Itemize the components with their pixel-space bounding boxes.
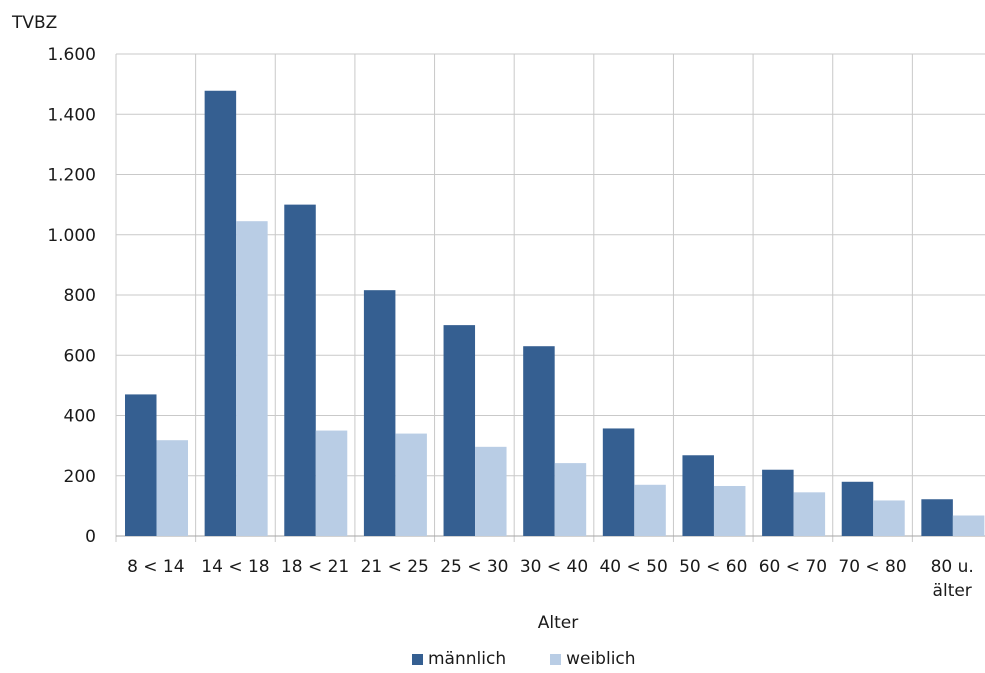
x-axis-ticks: 8 < 14 14 < 18 18 < 21 21 < 25 25 < 30 30 < 4… [127, 557, 974, 601]
bar-weiblich [554, 463, 587, 536]
bar-weiblich [713, 485, 746, 536]
y-tick-label: 400 [64, 407, 96, 427]
bar-maennlich [125, 394, 157, 536]
bar-weiblich [315, 430, 348, 536]
y-tick-label: 200 [64, 467, 96, 487]
bar-maennlich [921, 499, 953, 536]
x-axis-title: Alter [538, 613, 578, 633]
y-tick-label: 1.000 [47, 226, 96, 246]
bar-maennlich [443, 325, 476, 536]
y-tick-label: 600 [64, 346, 96, 366]
bar-maennlich [762, 469, 794, 536]
bar-weiblich [634, 484, 666, 536]
x-tick-label: 18 < 21 [281, 557, 349, 577]
legend: männlich weiblich [412, 649, 680, 669]
legend-label-female: weiblich [566, 649, 636, 669]
y-axis-title: TVBZ [11, 13, 57, 33]
legend-item-male: männlich [412, 649, 506, 669]
x-tick-label: 70 < 80 [838, 557, 906, 577]
bar-maennlich [523, 346, 555, 536]
bar-maennlich [204, 90, 237, 536]
y-tick-label: 0 [85, 527, 96, 547]
y-tick-label: 800 [64, 286, 96, 306]
bar-maennlich [841, 481, 874, 536]
bar-maennlich [602, 428, 635, 536]
legend-swatch-female [550, 653, 562, 665]
bar-weiblich [475, 446, 507, 536]
x-tick-label: 30 < 40 [520, 557, 588, 577]
x-tick-label: 60 < 70 [759, 557, 827, 577]
x-tick-label: 80 u. älter [931, 557, 974, 601]
bars [125, 90, 985, 536]
y-tick-label: 1.400 [47, 105, 96, 125]
x-tick-label: 50 < 60 [679, 557, 747, 577]
bar-maennlich [284, 204, 316, 536]
bar-weiblich [236, 221, 268, 536]
bar-weiblich [873, 500, 905, 536]
bar-weiblich [952, 515, 985, 536]
y-axis-ticks: 0 200 400 600 800 1.000 1.200 1.400 1.600 [47, 45, 96, 547]
bar-maennlich [363, 290, 396, 536]
bar-chart: 0 200 400 600 800 1.000 1.200 1.400 1.600 8 < 14… [11, 13, 985, 633]
y-tick-label: 1.200 [47, 166, 96, 186]
x-tick-label: 21 < 25 [361, 557, 429, 577]
bar-weiblich [793, 492, 826, 536]
bar-weiblich [156, 440, 188, 536]
x-tick-label: 14 < 18 [201, 557, 269, 577]
legend-swatch-male [412, 653, 423, 665]
bar-maennlich [682, 455, 714, 536]
y-tick-label: 1.600 [47, 45, 96, 65]
x-tick-label: 40 < 50 [599, 557, 667, 577]
x-tick-label: 25 < 30 [440, 557, 508, 577]
legend-item-female: weiblich [550, 649, 636, 669]
x-tick-label: 8 < 14 [127, 557, 185, 577]
bar-weiblich [395, 433, 427, 536]
legend-label-male: männlich [428, 649, 507, 669]
